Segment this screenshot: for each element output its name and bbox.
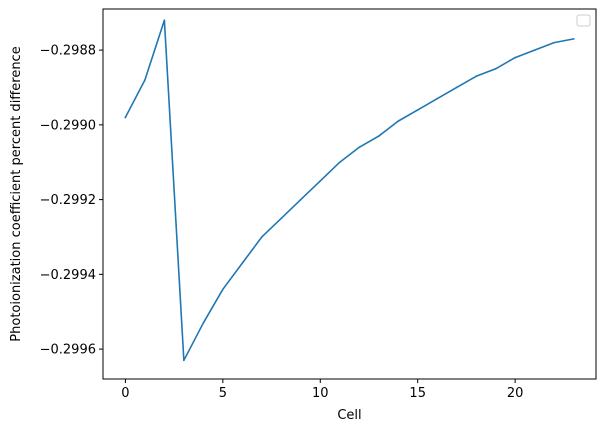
data-point — [163, 19, 166, 22]
y-tick-label: −0.2994 — [40, 268, 96, 283]
data-point — [475, 75, 477, 78]
data-point — [377, 135, 380, 137]
data-point — [299, 198, 302, 201]
data-point — [338, 161, 341, 164]
data-point — [183, 359, 185, 362]
data-point — [280, 217, 283, 220]
x-axis-label: Cell — [337, 408, 361, 423]
y-axis: −0.2996 −0.2994 −0.2992 −0.2990 −0.2988 — [40, 44, 103, 358]
x-tick-label: 0 — [121, 386, 129, 401]
data-point — [553, 41, 555, 44]
x-tick-label: 15 — [409, 386, 426, 401]
y-tick-label: −0.2988 — [40, 44, 96, 59]
series-group — [124, 19, 575, 362]
x-axis: 0 5 10 15 20 — [121, 379, 523, 401]
y-axis-label: Photoionization coefficient percent diff… — [9, 46, 24, 341]
data-point — [319, 180, 322, 182]
x-tick-label: 20 — [507, 386, 524, 401]
data-point — [514, 56, 516, 59]
data-point — [397, 120, 400, 122]
axes-frame — [102, 8, 597, 380]
x-tick-label: 5 — [219, 386, 227, 401]
series-line — [124, 19, 575, 362]
x-tick-label: 10 — [312, 386, 329, 401]
data-point — [455, 86, 458, 89]
legend-box — [576, 14, 591, 27]
y-tick-label: −0.2990 — [40, 118, 96, 133]
data-point — [144, 79, 146, 81]
data-point — [222, 288, 224, 291]
plot-area — [102, 8, 597, 380]
data-point — [261, 236, 263, 238]
data-point — [572, 38, 575, 40]
data-point — [358, 146, 361, 149]
data-point — [124, 116, 127, 119]
data-point — [416, 109, 419, 111]
y-tick-label: −0.2996 — [40, 343, 96, 358]
data-point — [241, 262, 244, 264]
data-point — [202, 322, 205, 324]
data-point — [436, 97, 438, 100]
y-tick-label: −0.2992 — [40, 193, 96, 208]
data-point — [533, 49, 536, 51]
data-point — [494, 68, 497, 70]
